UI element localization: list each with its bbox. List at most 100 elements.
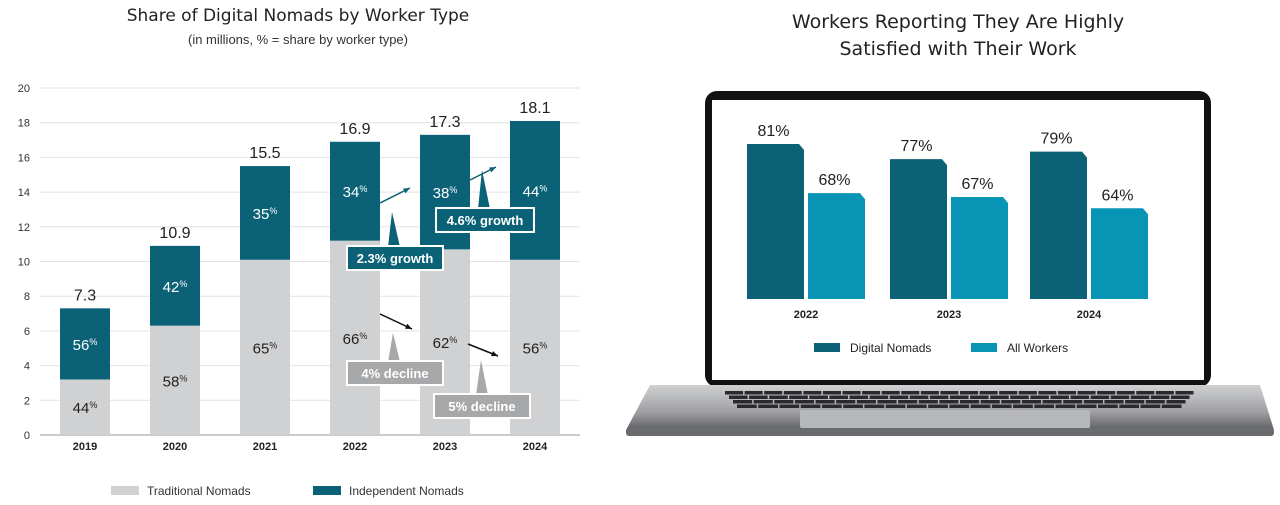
callout-pointer [478,170,490,209]
trend-arrowhead [403,188,410,194]
key [906,404,927,408]
x-tick-label: 2024 [1077,309,1102,321]
key [949,395,969,399]
trackpad [800,410,1090,428]
key [939,400,959,404]
bar-all-workers [808,193,865,299]
label-traditional-pct: 56% [523,340,548,357]
bar-digital-nomads [890,159,947,299]
key [960,391,979,395]
key [1166,400,1186,404]
label-total: 16.9 [339,121,370,138]
x-axis: 2019 2020 2021 2022 2023 2024 [73,441,548,453]
key [1013,404,1033,408]
callout-text: 4% decline [361,366,428,381]
key [920,391,939,395]
legend-swatch-independent [313,486,341,495]
legend-swatch-digital-nomads [814,343,840,352]
bar-value-label: 81% [757,123,789,140]
x-tick-label: 2020 [163,441,187,453]
key [1001,400,1021,404]
x-tick-label: 2023 [937,309,961,321]
key [1057,391,1076,395]
callout-text: 2.3% growth [357,251,434,266]
trend-arrowhead [491,351,498,357]
bar-value-label: 68% [818,172,850,189]
laptop-base-edge [626,428,1274,436]
key [800,404,821,408]
callout-box [346,360,444,386]
key [881,391,900,395]
legend: Digital Nomads All Workers [814,341,1068,355]
gridlines [40,87,580,436]
chart-subtitle: (in millions, % = share by worker type) [188,32,408,47]
legend: Traditional Nomads Independent Nomads [111,484,464,498]
key [980,400,1000,404]
key [803,391,822,395]
chart-title-line-2: Satisfied with Their Work [839,38,1076,60]
key [970,395,989,399]
callout-growth-2023-2024: 4.6% growth [435,170,535,233]
key [779,404,800,408]
key [733,400,753,404]
legend-swatch-traditional [111,486,139,495]
key [1119,404,1140,408]
y-tick-label: 6 [24,326,30,338]
key [1116,391,1135,395]
y-tick-label: 10 [18,257,30,269]
key [789,395,808,399]
key [1042,400,1062,404]
key [822,391,841,395]
key [815,400,835,404]
x-tick-label: 2024 [523,441,548,453]
key [1083,400,1103,404]
key [1021,400,1042,404]
callout-text: 4.6% growth [447,213,524,228]
y-tick-label: 8 [24,291,30,303]
key [809,395,828,399]
key [1063,400,1083,404]
label-total: 15.5 [249,145,280,162]
y-tick-label: 2 [24,395,30,407]
label-independent-pct: 38% [433,185,458,202]
label-traditional-pct: 66% [343,331,368,348]
label-traditional-pct: 44% [73,400,98,417]
bar-traditional [60,379,110,435]
legend-label-traditional: Traditional Nomads [147,484,251,498]
bar-value-label: 64% [1101,187,1133,204]
bar-independent [240,166,290,260]
key [1110,395,1130,399]
key [940,391,959,395]
key [999,391,1018,395]
key [991,404,1012,408]
key [1140,404,1161,408]
key [1090,395,1110,399]
key [764,391,783,395]
key [1018,391,1037,395]
key [909,395,929,399]
key [1150,395,1170,399]
bar-traditional [330,240,380,435]
bar-traditional [240,259,290,435]
bars: 81% 68% 77% 67% 79% 64% [747,123,1148,299]
x-tick-label: 2023 [433,441,457,453]
key [758,404,778,408]
key [1125,400,1145,404]
key [744,391,763,395]
key [877,400,897,404]
stacked-bar-chart: Share of Digital Nomads by Worker Type (… [18,6,580,498]
key [1010,395,1029,399]
label-independent-pct: 56% [73,337,98,354]
label-total: 17.3 [429,114,460,131]
x-tick-label: 2022 [794,309,818,321]
key [885,404,906,408]
key [783,391,802,395]
legend-label-independent: Independent Nomads [349,484,464,498]
key [1030,395,1049,399]
trend-arrowhead [489,167,496,173]
bar-digital-nomads [1030,151,1087,299]
key [725,391,744,395]
callout-box [346,245,444,271]
key [753,400,773,404]
key [928,404,948,408]
